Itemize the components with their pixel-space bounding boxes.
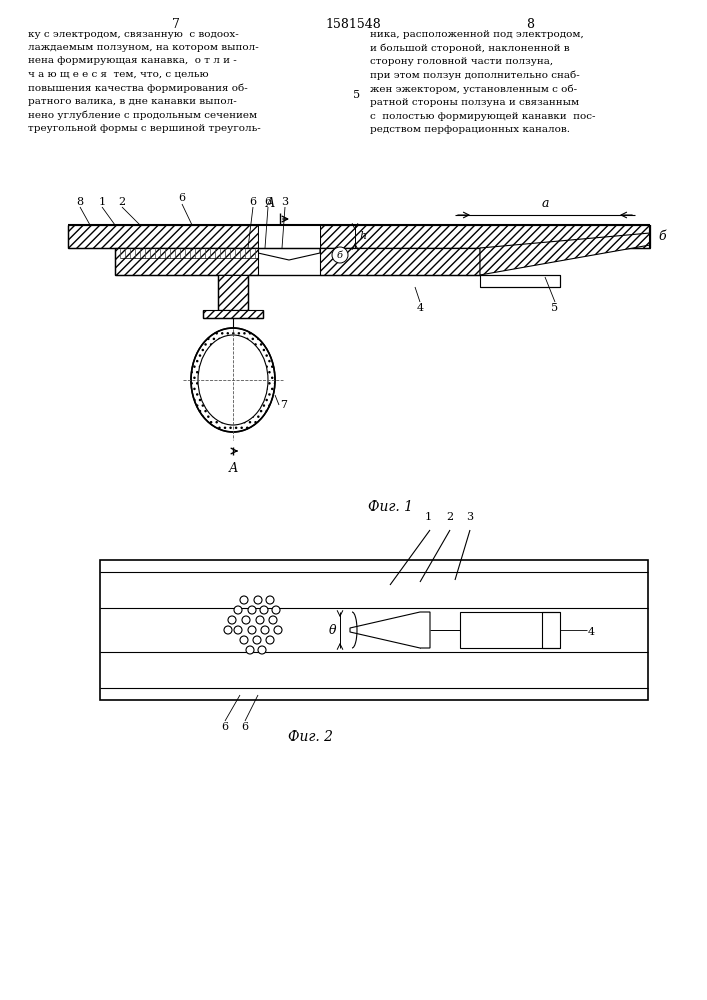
- Circle shape: [242, 616, 250, 624]
- Circle shape: [228, 616, 236, 624]
- Text: 6: 6: [178, 193, 185, 203]
- Text: 4: 4: [416, 303, 423, 313]
- Text: 6: 6: [221, 722, 228, 732]
- Text: 7: 7: [280, 400, 287, 410]
- Circle shape: [253, 636, 261, 644]
- Circle shape: [246, 646, 254, 654]
- Text: 1: 1: [424, 512, 431, 522]
- Text: 5: 5: [354, 90, 361, 100]
- Text: 8: 8: [526, 18, 534, 31]
- Polygon shape: [258, 248, 320, 260]
- Bar: [460, 612, 560, 648]
- Text: h: h: [359, 231, 366, 241]
- Text: 6: 6: [241, 722, 249, 732]
- Circle shape: [256, 616, 264, 624]
- Circle shape: [240, 636, 248, 644]
- Circle shape: [260, 606, 268, 614]
- Text: 1: 1: [98, 197, 105, 207]
- Bar: [100, 560, 648, 700]
- Polygon shape: [350, 612, 430, 648]
- Circle shape: [332, 247, 348, 263]
- Circle shape: [240, 596, 248, 604]
- Text: ника, расположенной под электродом,
и большой стороной, наклоненной в
сторону го: ника, расположенной под электродом, и бо…: [370, 30, 595, 134]
- Circle shape: [248, 606, 256, 614]
- Ellipse shape: [198, 335, 268, 425]
- Bar: [203, 310, 263, 318]
- Bar: [218, 275, 248, 310]
- Text: Фиг. 2: Фиг. 2: [288, 730, 332, 744]
- Circle shape: [266, 596, 274, 604]
- Text: 8: 8: [76, 197, 83, 207]
- Circle shape: [272, 606, 280, 614]
- Bar: [320, 248, 480, 275]
- Circle shape: [261, 626, 269, 634]
- Circle shape: [254, 596, 262, 604]
- Text: А: А: [228, 462, 238, 475]
- Circle shape: [269, 616, 277, 624]
- Text: θ: θ: [329, 624, 336, 637]
- Text: а: а: [542, 197, 549, 210]
- Text: 3: 3: [281, 197, 288, 207]
- Text: 5: 5: [551, 303, 559, 313]
- Circle shape: [234, 606, 242, 614]
- Circle shape: [224, 626, 232, 634]
- Circle shape: [248, 626, 256, 634]
- Bar: [480, 275, 560, 287]
- Bar: [258, 225, 320, 248]
- Text: ку с электродом, связанную  с водоох-
лаждаемым ползуном, на котором выпол-
нена: ку с электродом, связанную с водоох- лаж…: [28, 30, 261, 133]
- Ellipse shape: [191, 328, 275, 432]
- Text: 1581548: 1581548: [325, 18, 381, 31]
- Text: 7: 7: [172, 18, 180, 31]
- Circle shape: [274, 626, 282, 634]
- Text: 2: 2: [446, 512, 454, 522]
- Text: Фиг. 1: Фиг. 1: [368, 500, 412, 514]
- Text: 4: 4: [588, 627, 595, 637]
- Circle shape: [234, 626, 242, 634]
- Polygon shape: [480, 233, 650, 275]
- Text: б: б: [337, 250, 343, 259]
- Text: 6: 6: [250, 197, 257, 207]
- Bar: [320, 225, 650, 248]
- Circle shape: [266, 636, 274, 644]
- Circle shape: [258, 646, 266, 654]
- Text: 6: 6: [264, 197, 271, 207]
- Bar: [68, 225, 258, 248]
- Text: А: А: [266, 197, 275, 210]
- Text: б: б: [658, 230, 665, 242]
- Text: 2: 2: [119, 197, 126, 207]
- Bar: [115, 248, 258, 275]
- Text: 3: 3: [467, 512, 474, 522]
